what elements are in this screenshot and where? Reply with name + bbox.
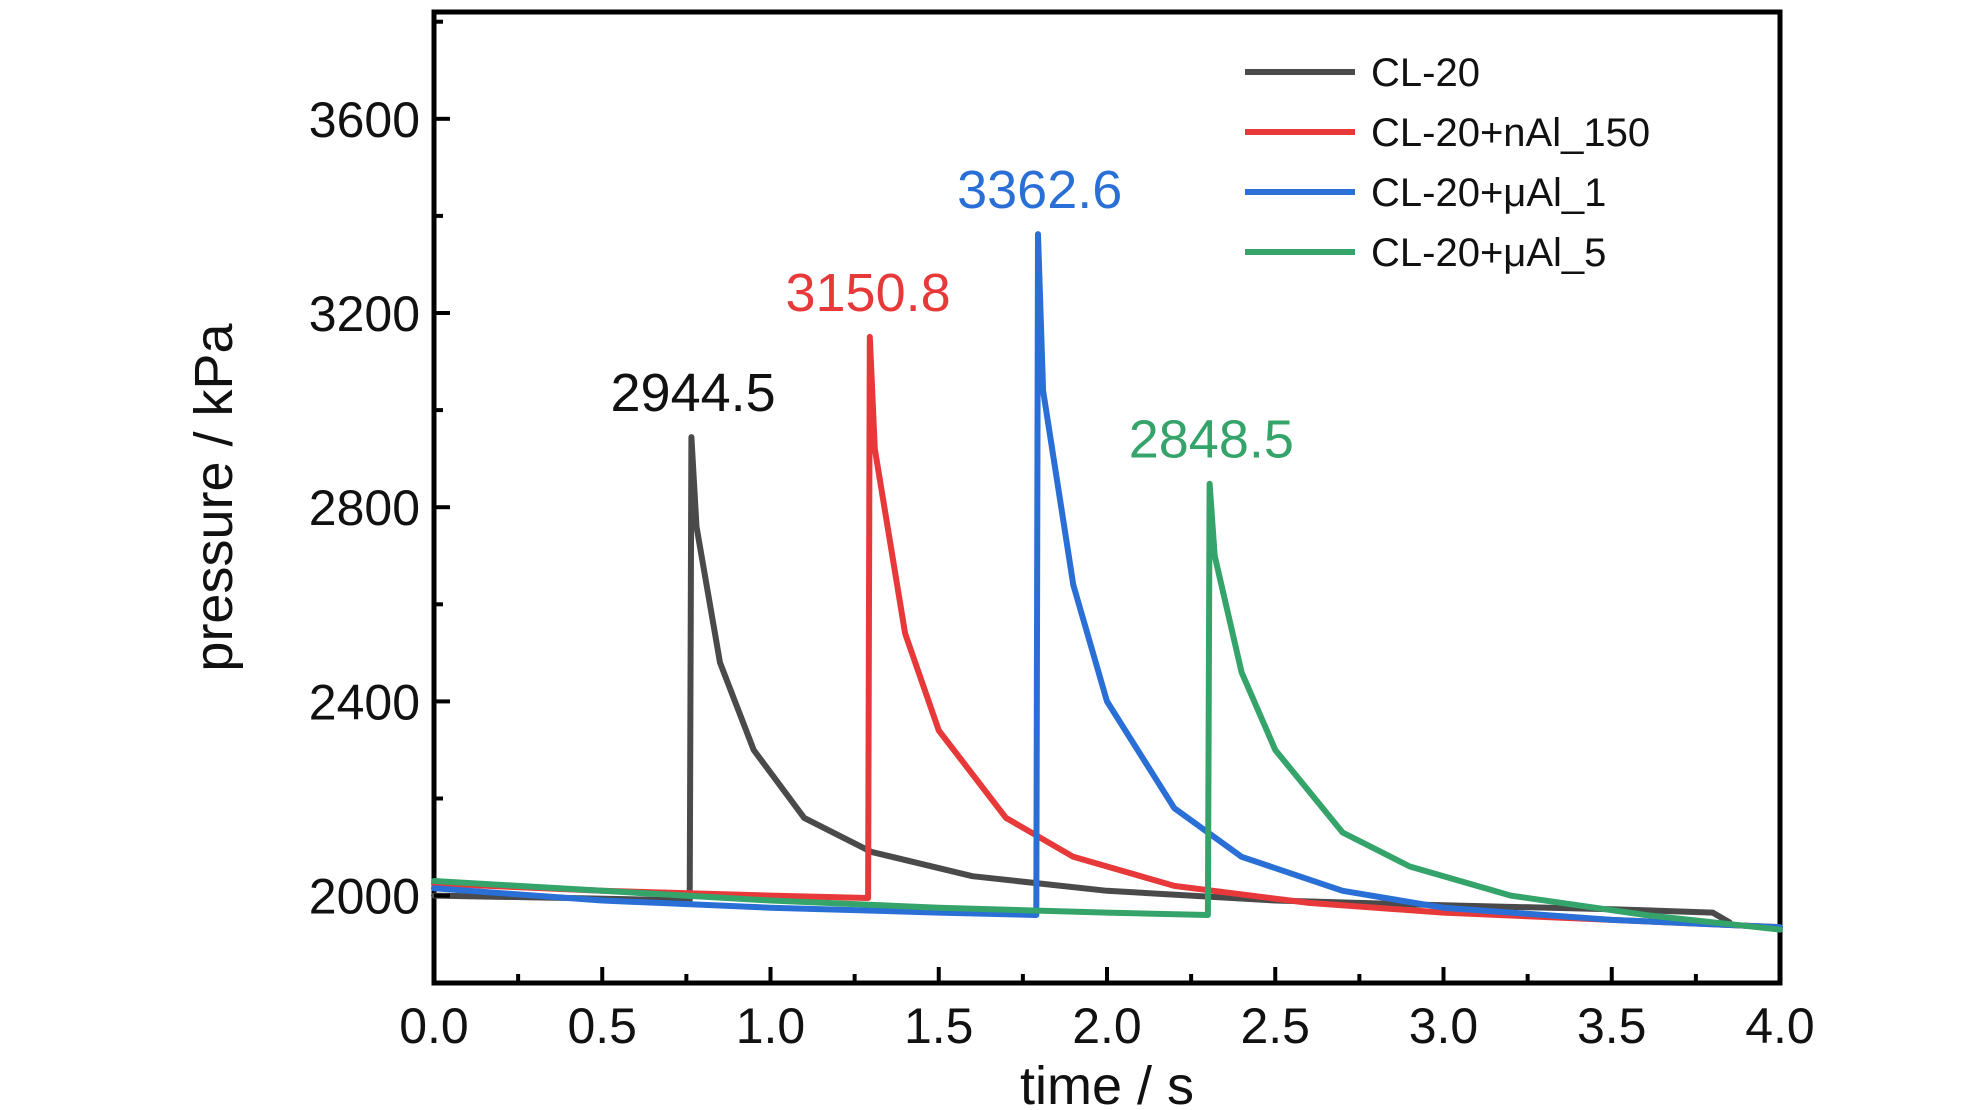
x-tick-label: 3.0 xyxy=(1409,998,1479,1054)
legend-label-3: CL-20+μAl_1 xyxy=(1371,171,1606,215)
axes: 0.0 0.5 1.0 1.5 2.0 2.5 3.0 3.5 4.0 2000 2400 2800 3… xyxy=(309,19,1815,1054)
series-line-1 xyxy=(431,434,1733,926)
y-tick-label: 3200 xyxy=(309,286,420,342)
x-tick-label: 2.5 xyxy=(1240,998,1310,1054)
x-axis-title: time / s xyxy=(1020,1056,1194,1110)
y-tick-label: 2800 xyxy=(309,480,420,536)
x-tick-label: 2.0 xyxy=(1072,998,1142,1054)
series-line-3 xyxy=(431,231,1783,931)
legend-label-4: CL-20+μAl_5 xyxy=(1371,231,1606,275)
peak-label-1: 2944.5 xyxy=(611,363,776,423)
plot-frame xyxy=(431,9,1783,986)
x-tick-label: 0.0 xyxy=(399,998,469,1054)
peak-label-4: 2848.5 xyxy=(1129,410,1294,470)
legend-label-1: CL-20 xyxy=(1371,51,1480,95)
peak-label-2: 3150.8 xyxy=(785,263,950,323)
plot-area xyxy=(431,9,1783,986)
legend: CL-20 CL-20+nAl_150 CL-20+μAl_1 CL-20+μAl_5 xyxy=(1245,51,1650,275)
x-tick-label: 3.5 xyxy=(1577,998,1647,1054)
y-tick-label: 3600 xyxy=(309,92,420,148)
series-group xyxy=(431,231,1783,933)
legend-label-2: CL-20+nAl_150 xyxy=(1371,111,1650,155)
y-tick-label: 2000 xyxy=(309,869,420,925)
x-tick-label: 4.0 xyxy=(1745,998,1815,1054)
x-tick-label: 0.5 xyxy=(567,998,637,1054)
x-tick-label: 1.0 xyxy=(736,998,806,1054)
series-line-4 xyxy=(431,480,1783,933)
y-axis-title: pressure / kPa xyxy=(184,322,244,671)
y-tick-label: 2400 xyxy=(309,674,420,730)
x-tick-label: 1.5 xyxy=(904,998,974,1054)
peak-label-3: 3362.6 xyxy=(957,160,1122,220)
series-line-2 xyxy=(431,333,1783,931)
